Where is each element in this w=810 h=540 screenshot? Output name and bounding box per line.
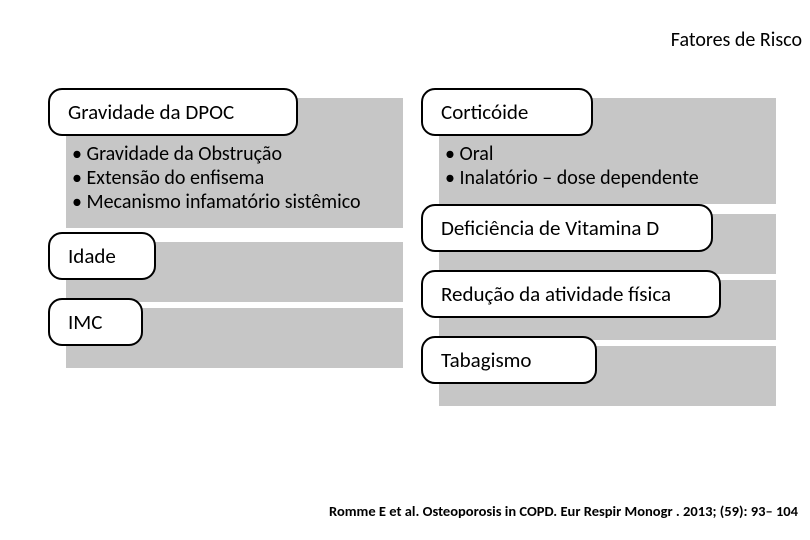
pill-tabagismo: Tabagismo [421, 336, 597, 384]
pill-atividade-fisica: Redução da atividade física [421, 270, 721, 318]
pill-corticoide: Corticóide [421, 88, 593, 136]
right-block-1: Corticóide Oral Inalatório – dose depend… [421, 88, 762, 190]
bullet-item: Gravidade da Obstrução [72, 142, 389, 166]
bullet-item: Oral [445, 142, 762, 166]
bullet-item: Extensão do enfisema [72, 166, 389, 190]
left-column: Gravidade da DPOC Gravidade da Obstrução… [48, 88, 389, 384]
left-block-1: Gravidade da DPOC Gravidade da Obstrução… [48, 88, 389, 214]
bullet-item: Mecanismo infamatório sistêmico [72, 190, 389, 214]
right-block-4: Tabagismo [421, 336, 762, 384]
content-grid: Gravidade da DPOC Gravidade da Obstrução… [48, 88, 762, 384]
pill-vitamina-d: Deficiência de Vitamina D [421, 204, 713, 252]
right-column: Corticóide Oral Inalatório – dose depend… [421, 88, 762, 384]
bullets-corticoide: Oral Inalatório – dose dependente [421, 136, 762, 190]
right-block-3: Redução da atividade física [421, 270, 762, 318]
bullets-gravidade-dpoc: Gravidade da Obstrução Extensão do enfis… [48, 136, 389, 214]
right-block-2: Deficiência de Vitamina D [421, 204, 762, 252]
pill-gravidade-dpoc: Gravidade da DPOC [48, 88, 298, 136]
bullet-item: Inalatório – dose dependente [445, 166, 762, 190]
pill-idade: Idade [48, 232, 156, 280]
citation: Romme E et al. Osteoporosis in COPD. Eur… [329, 502, 798, 520]
left-block-3: IMC [48, 298, 389, 346]
left-block-2: Idade [48, 232, 389, 280]
page-title: Fatores de Risco [671, 28, 802, 52]
pill-imc: IMC [48, 298, 143, 346]
